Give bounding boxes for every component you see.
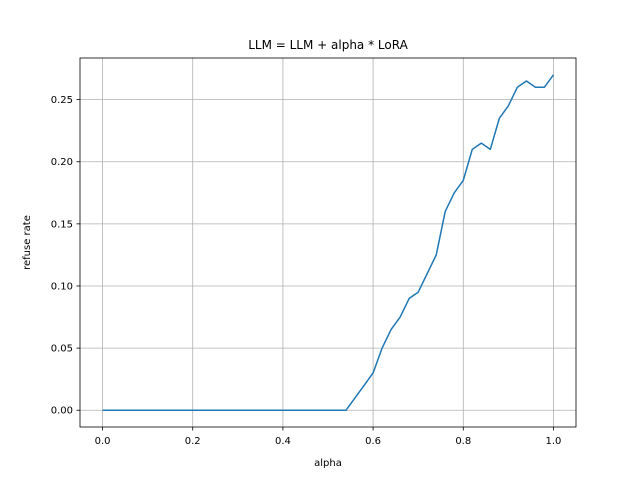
series-layer [102,74,555,411]
series-line [102,74,555,411]
y-tick-label: 0.25 [51,95,73,106]
plot-frame [79,57,577,428]
x-tick-label: 0.6 [365,436,381,447]
y-tick-label: 0.05 [51,344,73,355]
x-tick-label: 0.0 [95,436,111,447]
x-tick-label: 0.8 [455,436,471,447]
ticks: 0.0 0.2 0.4 0.6 0.8 1.0 0.00 0.05 0.10 0.15 0.20 0.… [51,95,562,447]
y-tick-label: 0.20 [51,157,73,168]
x-tick-label: 0.4 [275,436,291,447]
y-axis-label: refuse rate [22,215,33,270]
x-tick-label: 0.2 [185,436,201,447]
y-tick-label: 0.10 [51,281,73,292]
chart-title: LLM = LLM + alpha * LoRA [248,38,408,52]
x-tick-label: 1.0 [546,436,562,447]
x-axis-label: alpha [314,458,342,469]
y-tick-label: 0.15 [51,219,73,230]
y-tick-label: 0.00 [51,406,73,417]
